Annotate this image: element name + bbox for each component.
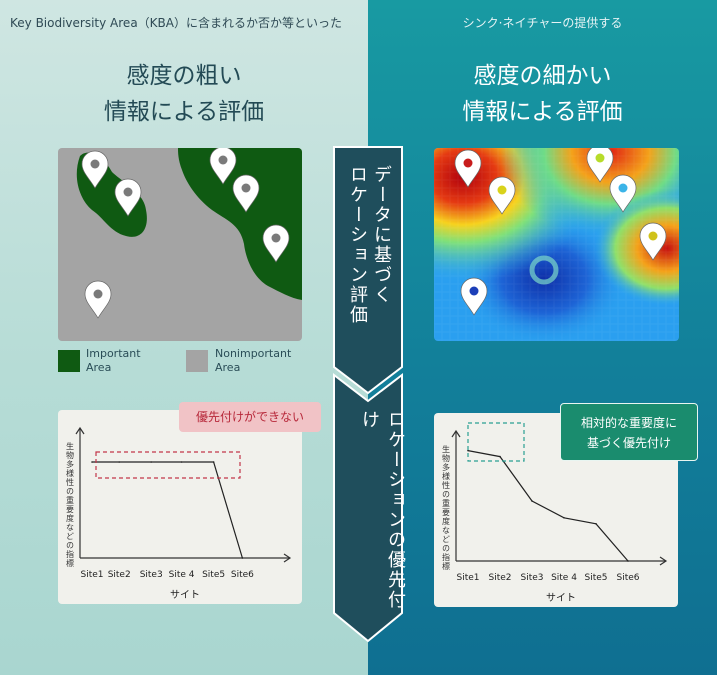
right-chart-data-point — [627, 560, 629, 562]
map-pin-icon — [460, 277, 488, 316]
map-pin-icon — [262, 224, 290, 263]
right-chart-data-point — [499, 455, 501, 458]
right-chart-tick-label: Site 4 — [551, 573, 577, 583]
left-caption: Key Biodiversity Area（KBA）に含まれるか否か等といった — [10, 16, 342, 30]
right-title-line2: 情報による評価 — [462, 99, 623, 125]
coarse-map-svg — [58, 148, 302, 341]
nonimportant-legend-line2: Area — [215, 361, 241, 374]
map-pin-icon — [84, 280, 112, 319]
left-chart-data-point — [212, 461, 215, 463]
map-pin-icon — [454, 149, 482, 188]
left-chart-x-arrowhead — [283, 553, 292, 563]
right-chart-tick-label: Site5 — [584, 573, 607, 583]
left-chart-data-point — [118, 461, 120, 463]
left-chart-y-arrowhead — [75, 426, 85, 435]
priority-tag-line1: 相対的な重要度に — [580, 416, 677, 430]
left-chart-tick-label: Site3 — [140, 570, 163, 580]
right-chart-tick-label: Site3 — [520, 573, 543, 583]
left-chart-card: 生物多様性の重要度などの指標 Site1 Site2 Site3 Site 4 Site5… — [58, 410, 302, 604]
left-chart-highlight-box — [95, 451, 241, 479]
center-arrows — [333, 146, 403, 643]
map-pin-icon — [586, 148, 614, 183]
important-legend-line2: Area — [86, 361, 112, 374]
right-chart-tick-label: Site2 — [488, 573, 511, 583]
arrow-1-line2: ロケーション評価 — [347, 165, 368, 325]
left-chart: 生物多様性の重要度などの指標 Site1 Site2 Site3 Site 4 Site5… — [66, 426, 292, 601]
map-pin-icon — [639, 222, 667, 261]
map-pin-icon — [81, 150, 109, 189]
left-chart-tick-label: Site 4 — [169, 570, 195, 580]
right-chart-y-arrowhead — [451, 429, 461, 438]
map-pin-icon — [232, 174, 260, 213]
important-area-2 — [178, 148, 302, 300]
left-chart-tick-label: Site5 — [202, 570, 225, 580]
left-chart-y-label: 生物多様性の重要度などの指標 — [66, 441, 75, 568]
map-pin-icon — [609, 174, 637, 213]
right-chart-data-point — [467, 449, 469, 452]
left-chart-series-line — [92, 461, 243, 559]
left-chart-data-point — [91, 461, 93, 463]
arrow-1-label: データに基づく ロケーション評価 — [345, 165, 393, 375]
nonimportant-legend: Nonimportant Area — [215, 347, 291, 375]
coarse-map — [58, 148, 302, 341]
right-chart-card: 生物多様性の重要度などの指標 Site1 Site2 Site3 Site 4 Site5… — [434, 413, 678, 607]
left-title: 感度の粗い 情報による評価 — [0, 58, 368, 130]
left-chart-data-point — [150, 461, 152, 463]
right-chart-data-point — [531, 500, 533, 502]
right-chart-series-line — [467, 450, 629, 562]
important-legend-line1: Important — [86, 347, 141, 360]
arrow-2-shape — [333, 372, 403, 643]
map-pin-icon — [488, 176, 516, 215]
left-title-line2: 情報による評価 — [103, 99, 265, 125]
map-pins — [81, 148, 290, 319]
important-swatch — [58, 350, 80, 372]
right-chart-x-label: サイト — [546, 592, 576, 604]
right-chart-x-arrowhead — [659, 556, 668, 566]
right-title-line1: 感度の細かい — [473, 63, 612, 89]
right-caption: シンク·ネイチャーの提供する — [462, 16, 623, 30]
priority-tag: 相対的な重要度に 基づく優先付け — [560, 403, 698, 461]
nonimportant-swatch — [186, 350, 208, 372]
no-priority-tag: 優先付けができない — [179, 402, 321, 432]
right-chart-data-point — [595, 523, 597, 525]
map-pin-icon — [114, 178, 142, 217]
left-title-line1: 感度の粗い — [126, 63, 242, 89]
priority-tag-line2: 基づく優先付け — [586, 436, 671, 450]
right-chart: 生物多様性の重要度などの指標 Site1 Site2 Site3 Site 4 Site5… — [442, 422, 668, 604]
arrow-1-line1: データに基づく — [371, 165, 392, 305]
left-chart-x-label: サイト — [170, 589, 200, 601]
left-chart-tick-label: Site6 — [231, 570, 254, 580]
arrow-1-shape — [333, 146, 403, 395]
arrow-2-label: ロケーションの優先付け — [359, 410, 406, 610]
important-legend: Important Area — [86, 347, 141, 375]
right-chart-data-point — [563, 517, 565, 519]
right-chart-y-label: 生物多様性の重要度などの指標 — [442, 444, 451, 571]
heatmap-pins — [454, 148, 667, 316]
nonimportant-legend-line1: Nonimportant — [215, 347, 292, 360]
fine-heatmap-svg — [434, 148, 679, 341]
right-chart-highlight-box — [467, 422, 525, 462]
right-title: 感度の細かい 情報による評価 — [368, 58, 717, 130]
left-chart-tick-label: Site1 — [80, 570, 103, 580]
right-chart-tick-label: Site1 — [456, 573, 479, 583]
left-chart-tick-label: Site2 — [108, 570, 131, 580]
left-chart-data-point — [241, 557, 244, 559]
map-pin-icon — [209, 148, 237, 185]
fine-heatmap — [434, 148, 679, 341]
left-chart-data-point — [180, 461, 183, 463]
right-chart-tick-label: Site6 — [616, 573, 639, 583]
